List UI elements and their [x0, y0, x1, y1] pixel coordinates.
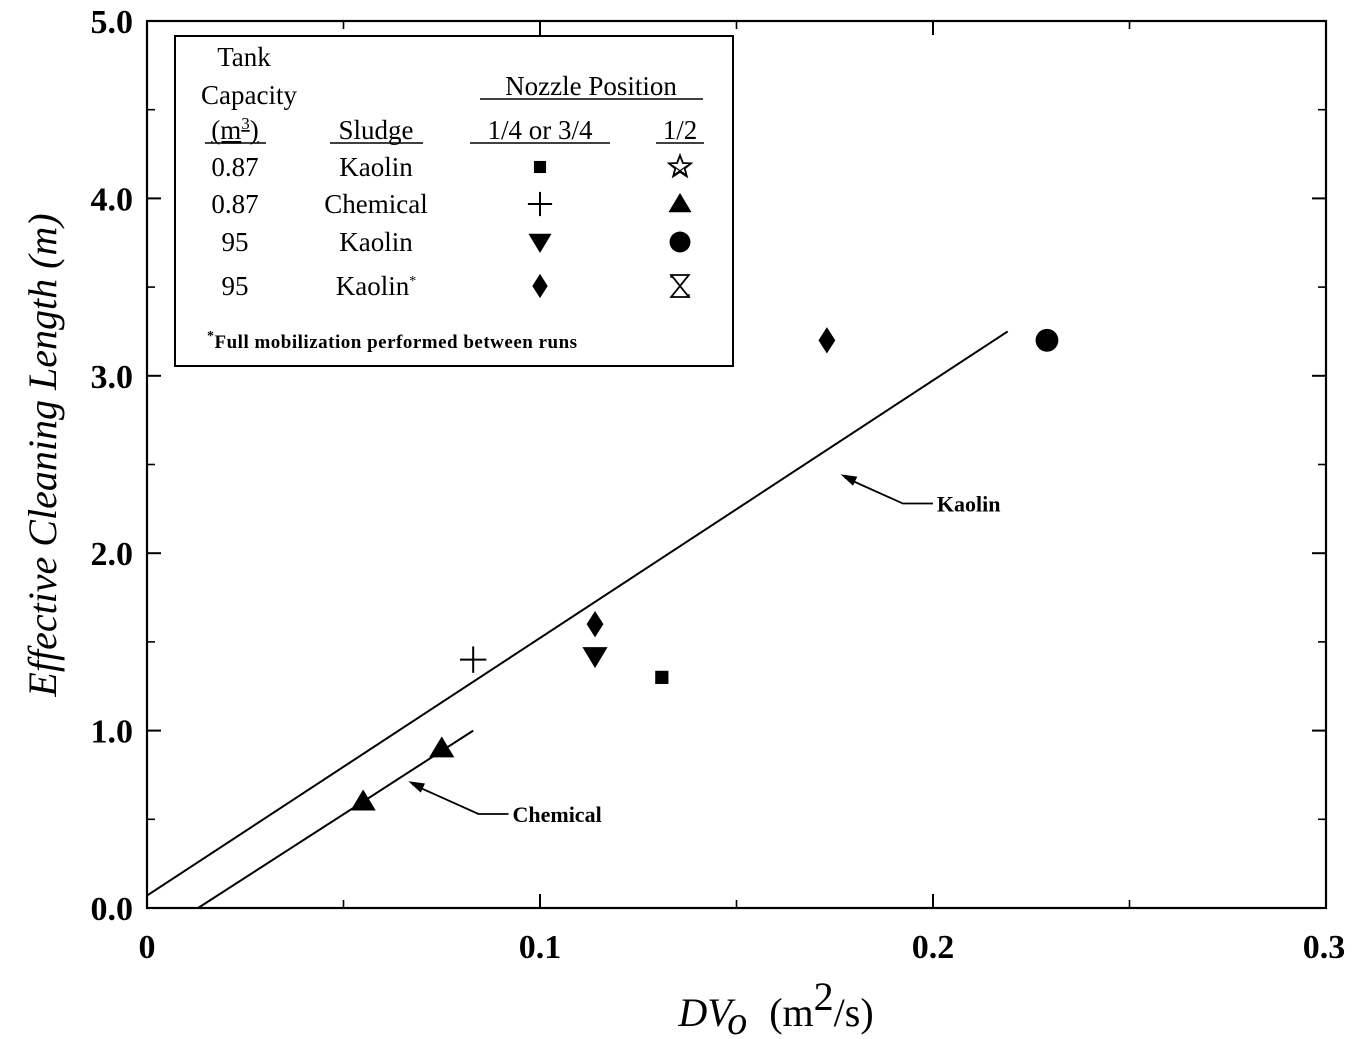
legend-header-tank-line2: Capacity	[201, 80, 297, 110]
x-axis-label: DVo (m2/s)	[677, 974, 873, 1039]
legend-sludge-mark: *	[409, 274, 416, 289]
marker-square-shape	[655, 670, 669, 684]
x-tick-label: 0.2	[912, 929, 955, 966]
marker-diamond-shape	[586, 610, 604, 638]
y-tick-label: 2.0	[91, 536, 134, 573]
marker-triangle-up-shape	[668, 193, 692, 213]
marker-diamond-shape	[532, 273, 548, 299]
annotation-leader-chemical	[412, 783, 509, 815]
legend-marker-square	[533, 160, 547, 174]
legend-header-unit: (m3)	[211, 114, 259, 145]
legend-header-sludge: Sludge	[338, 115, 413, 145]
y-tick-label: 0.0	[91, 891, 134, 928]
annotation-arrowhead-kaolin	[840, 474, 858, 486]
legend-marker-triangle-down	[528, 233, 552, 253]
annotation-label-chemical: Chemical	[512, 802, 601, 827]
marker-star-open-cross	[671, 164, 687, 176]
x-tick-label: 0.1	[519, 929, 562, 966]
legend-capacity: 95	[222, 271, 249, 301]
annotation-leader-kaolin	[844, 476, 933, 505]
legend-marker-triangle-up	[668, 193, 692, 213]
x-axis-label-unit-sup: 2	[814, 974, 834, 1019]
marker-star-open-cross	[673, 164, 689, 176]
legend-header-nozzle: Nozzle Position	[505, 71, 677, 101]
data-point-triangle-up	[350, 789, 376, 811]
marker-circle-shape	[1035, 328, 1059, 352]
legend-sludge: Kaolin*	[336, 271, 417, 301]
data-point-square	[655, 670, 669, 684]
x-axis-label-unit-post: /s)	[834, 990, 874, 1035]
legend-capacity: 95	[222, 227, 249, 257]
legend-marker-plus	[527, 191, 553, 217]
legend-header-pos2: 1/2	[663, 115, 698, 145]
y-tick-label: 1.0	[91, 714, 134, 751]
marker-triangle-up-shape	[350, 789, 376, 811]
legend-sludge: Kaolin	[339, 227, 413, 257]
legend-capacity: 0.87	[211, 189, 258, 219]
marker-triangle-down-shape	[582, 647, 608, 669]
legend-marker-hourglass-open	[669, 274, 691, 298]
x-tick-label: 0	[139, 929, 156, 966]
legend-box	[174, 35, 734, 367]
legend-marker-star-open	[666, 152, 694, 179]
fit-lines	[146, 330, 1009, 909]
data-point-triangle-down	[582, 647, 608, 669]
fit-line-chemical	[197, 729, 474, 909]
data-point-triangle-up	[429, 736, 455, 758]
y-axis-label: Effective Cleaning Length (m)	[20, 213, 65, 697]
marker-triangle-up-shape	[429, 736, 455, 758]
data-point-circle	[1035, 328, 1059, 352]
y-tick-label: 3.0	[91, 359, 134, 396]
x-tick-label: 0.3	[1303, 929, 1346, 966]
marker-circle-shape	[669, 231, 691, 253]
data-point-diamond	[586, 610, 604, 638]
marker-square-shape	[533, 160, 547, 174]
annotation-label-kaolin: Kaolin	[937, 492, 1001, 517]
legend-sludge: Chemical	[324, 189, 427, 219]
legend-marker-circle	[669, 231, 691, 253]
legend-footnote: *Full mobilization performed between run…	[207, 329, 578, 353]
y-tick-label: 5.0	[91, 4, 134, 41]
y-tick-label: 4.0	[91, 181, 134, 218]
data-point-plus	[459, 646, 487, 673]
line-annotations: Kaolin Chemical	[408, 474, 1001, 827]
x-axis-label-sub: o	[727, 998, 747, 1039]
data-point-diamond	[818, 327, 836, 354]
marker-hourglass-shape	[669, 274, 691, 298]
annotation-arrowhead-chemical	[408, 781, 425, 793]
legend: Tank Capacity (m3) Sludge Nozzle Positio…	[174, 35, 734, 367]
legend-marker-diamond	[532, 273, 548, 299]
x-axis-label-main: DV	[677, 990, 736, 1035]
data-points	[350, 327, 1059, 811]
legend-header-tank-line1: Tank	[217, 42, 271, 72]
legend-header-pos1: 1/4 or 3/4	[488, 115, 593, 145]
x-axis-label-unit: (m	[769, 990, 813, 1035]
legend-sludge: Kaolin	[339, 152, 413, 182]
axis-ticks	[146, 20, 1327, 909]
marker-diamond-shape	[818, 327, 836, 354]
marker-triangle-down-shape	[528, 233, 552, 253]
legend-capacity: 0.87	[211, 152, 258, 182]
fit-line-kaolin	[146, 330, 1009, 897]
legend-rows: 0.87 Kaolin 0.87 Chemical 95 Kaolin 95 Kaolin*	[211, 152, 694, 301]
marker-star-open-shape	[666, 152, 694, 179]
axis-tick-labels: 0 0.1 0.2 0.3 0.0 1.0 2.0 3.0 4.0 5.0	[91, 4, 1346, 966]
